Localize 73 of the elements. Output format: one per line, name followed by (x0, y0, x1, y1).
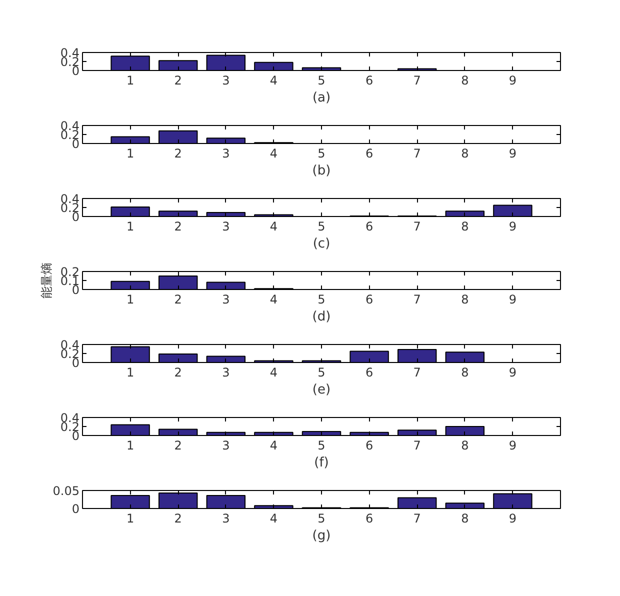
x-tick-label: 8 (461, 74, 469, 88)
x-tick-label: 4 (270, 74, 278, 88)
x-tick-label: 8 (461, 366, 469, 380)
x-tick-label: 8 (461, 438, 469, 452)
x-tick-label: 5 (318, 366, 326, 380)
x-tick-label: 9 (508, 292, 517, 306)
x-tick-label: 5 (318, 292, 326, 306)
y-axis-title: 能量熵 (39, 262, 54, 298)
x-tick-label: 9 (508, 438, 517, 452)
x-tick-label: 9 (508, 146, 517, 160)
x-tick-label: 6 (365, 292, 374, 306)
x-tick-label: 1 (126, 220, 134, 234)
x-tick-label: 7 (413, 220, 421, 234)
x-tick-label: 3 (222, 146, 230, 160)
x-tick-label: 4 (270, 366, 278, 380)
x-tick-label: 9 (508, 74, 517, 88)
x-tick-label: 9 (508, 366, 517, 380)
x-tick-label: 6 (365, 438, 374, 452)
x-tick-label: 2 (174, 146, 182, 160)
x-axis-title: (e) (312, 382, 331, 398)
x-tick-label: 5 (318, 74, 326, 88)
x-tick-label: 7 (413, 74, 421, 88)
x-tick-label: 8 (461, 146, 469, 160)
x-tick-label: 6 (365, 74, 374, 88)
x-tick-label: 1 (126, 366, 134, 380)
x-tick-label: 9 (508, 220, 517, 234)
x-tick-label: 2 (174, 438, 182, 452)
x-tick-label: 4 (270, 220, 278, 234)
x-tick-label: 4 (270, 146, 278, 160)
x-tick-label: 3 (222, 438, 230, 452)
x-tick-label: 5 (318, 220, 326, 234)
x-tick-label: 9 (508, 512, 517, 526)
x-tick-label: 7 (413, 438, 421, 452)
x-tick-label: 4 (270, 512, 278, 526)
x-tick-label: 2 (174, 366, 182, 380)
x-tick-label: 1 (126, 74, 134, 88)
x-tick-label: 3 (222, 74, 230, 88)
x-tick-label: 7 (413, 512, 421, 526)
x-axis-title: (g) (312, 528, 331, 544)
x-tick-label: 2 (174, 512, 182, 526)
x-axis-title: (d) (312, 310, 331, 324)
x-tick-label: 1 (126, 146, 134, 160)
x-tick-label: 6 (365, 220, 374, 234)
x-tick-label: 4 (270, 292, 278, 306)
x-axis-title: (c) (312, 236, 330, 252)
x-tick-label: 5 (318, 438, 326, 452)
x-tick-label: 8 (461, 220, 469, 234)
x-tick-label: 1 (126, 438, 134, 452)
x-tick-label: 3 (222, 220, 230, 234)
x-tick-label: 2 (174, 292, 182, 306)
x-tick-label: 6 (365, 146, 374, 160)
x-tick-label: 2 (174, 74, 182, 88)
x-axis-title: (a) (312, 90, 331, 106)
x-tick-label: 7 (413, 292, 421, 306)
x-tick-label: 4 (270, 438, 278, 452)
x-axis-title: (f) (314, 456, 329, 470)
x-tick-label: 3 (222, 292, 230, 306)
x-tick-label: 7 (413, 366, 421, 380)
x-tick-label: 5 (318, 146, 326, 160)
x-axis-title: (b) (312, 164, 331, 178)
x-tick-label: 7 (413, 146, 421, 160)
x-tick-label: 8 (461, 292, 469, 306)
x-tick-label: 1 (126, 512, 134, 526)
x-tick-label: 6 (365, 366, 374, 380)
x-tick-label: 3 (222, 512, 230, 526)
y-tick-label: 0 (72, 502, 80, 516)
x-tick-label: 3 (222, 366, 230, 380)
x-tick-label: 8 (461, 512, 469, 526)
x-tick-label: 1 (126, 292, 134, 306)
x-tick-label: 6 (365, 512, 374, 526)
y-tick-label: 0.05 (52, 484, 80, 498)
x-tick-label: 2 (174, 220, 182, 234)
x-tick-label: 5 (318, 512, 326, 526)
